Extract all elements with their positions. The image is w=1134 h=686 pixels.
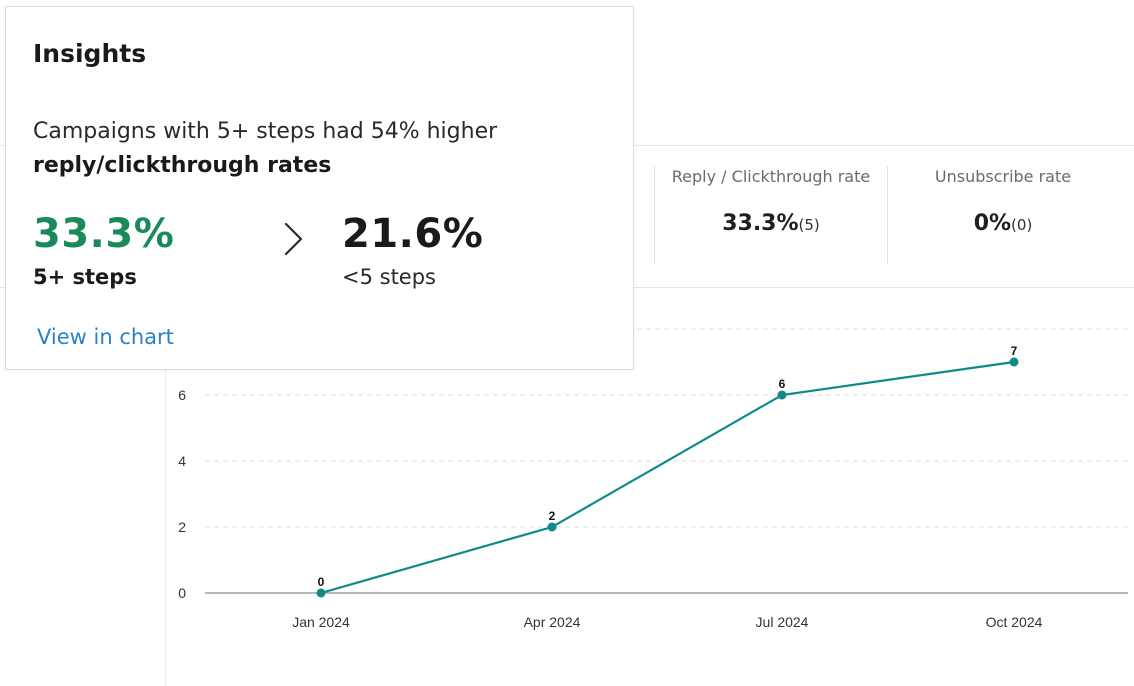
- stat-value-count: (5): [798, 216, 820, 234]
- stat-value: 0%(0): [888, 211, 1118, 236]
- insights-description: Campaigns with 5+ steps had 54% higher r…: [33, 115, 613, 183]
- insights-label-under5: <5 steps: [342, 265, 436, 289]
- insights-card: Insights Campaigns with 5+ steps had 54%…: [5, 6, 634, 370]
- data-point: [547, 522, 557, 532]
- stat-label: Unsubscribe rate: [934, 167, 1072, 186]
- chart-left-border: [165, 286, 166, 686]
- stat-value-number: 33.3%: [722, 211, 799, 236]
- stat-divider: [887, 166, 888, 264]
- stat-value-count: (0): [1011, 216, 1033, 234]
- data-point: [777, 390, 787, 400]
- stat-value-number: 0%: [973, 211, 1012, 236]
- x-tick-label: Jul 2024: [756, 614, 809, 630]
- insights-description-line: Campaigns with 5+ steps had 54% higher: [33, 119, 498, 144]
- insights-value-under5: 21.6%: [342, 211, 484, 257]
- insights-title: Insights: [33, 39, 147, 68]
- x-tick-label: Apr 2024: [524, 614, 581, 630]
- insights-description-emphasis: reply/clickthrough rates: [33, 153, 332, 178]
- y-tick-label: 4: [178, 453, 186, 469]
- stat-value: 33.3%(5): [655, 211, 887, 236]
- series-line: [320, 360, 1015, 595]
- stat-unsubscribe: Unsubscribe rate 0%(0): [888, 145, 1118, 286]
- data-label: 6: [779, 377, 786, 391]
- insights-label-5plus: 5+ steps: [33, 265, 137, 289]
- insights-value-5plus: 33.3%: [33, 211, 175, 257]
- stat-reply-clickthrough: Reply / Clickthrough rate 33.3%(5): [655, 145, 887, 286]
- chevron-right-icon: [284, 222, 303, 256]
- y-tick-label: 6: [178, 387, 186, 403]
- data-point: [1009, 357, 1019, 367]
- data-label: 2: [549, 509, 556, 523]
- data-label: 7: [1011, 344, 1018, 358]
- x-tick-label: Jan 2024: [292, 614, 350, 630]
- stat-label: Reply / Clickthrough rate: [671, 167, 871, 186]
- data-point: [316, 588, 326, 598]
- y-tick-label: 0: [178, 585, 186, 601]
- stat-divider: [654, 166, 655, 264]
- y-tick-label: 2: [178, 519, 186, 535]
- view-in-chart-link[interactable]: View in chart: [37, 325, 174, 349]
- data-label: 0: [318, 575, 325, 589]
- x-tick-label: Oct 2024: [986, 614, 1043, 630]
